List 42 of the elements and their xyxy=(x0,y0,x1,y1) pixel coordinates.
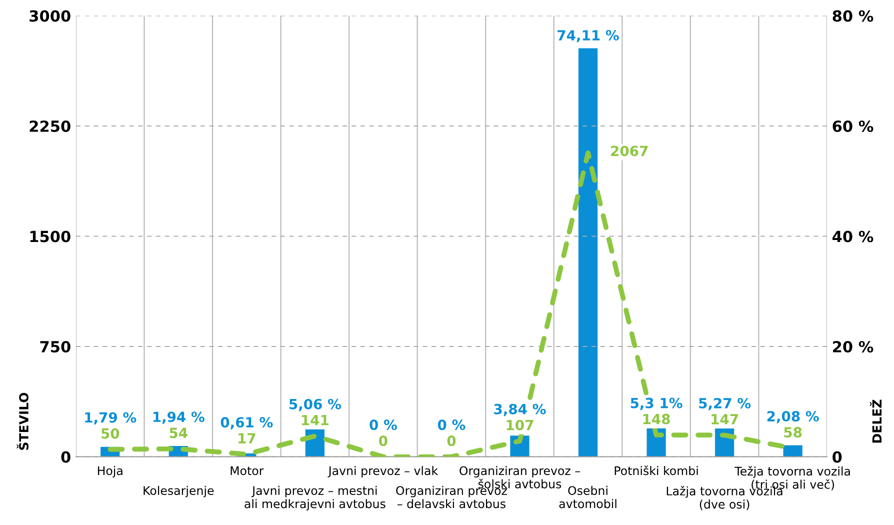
y-tick-label: 0 xyxy=(61,451,70,463)
x-tick-label: Kolesarjenje xyxy=(144,486,214,498)
data-label: 5,3 1% xyxy=(630,398,682,410)
data-label: 141 xyxy=(302,415,328,426)
y-axis-title: ŠTEVILO xyxy=(16,392,29,450)
data-label: 0 % xyxy=(438,420,466,430)
data-label: 1,79 % xyxy=(85,412,136,424)
data-label: 148 xyxy=(643,414,670,424)
y-tick-label: 1500 xyxy=(30,230,70,242)
x-tick-label: Motor xyxy=(230,466,264,476)
data-label: 0,61 % xyxy=(220,417,273,430)
data-label: 2067 xyxy=(611,146,648,156)
data-label: 50 xyxy=(102,428,120,439)
x-tick-label: Hoja xyxy=(98,466,122,478)
y2-tick-label: 60 % xyxy=(832,120,874,132)
data-label: 0 xyxy=(379,436,388,446)
data-label: 74,11 % xyxy=(558,30,619,42)
data-label: 17 xyxy=(238,433,256,444)
y2-axis-title: DELEŽ xyxy=(870,400,882,443)
data-label: 0 % xyxy=(370,420,397,430)
data-label: 3,84 % xyxy=(494,404,546,416)
y-tick-label: 2250 xyxy=(30,120,70,132)
data-label: 2,08 % xyxy=(767,411,819,424)
x-tick-label: Javni prevoz – vlak xyxy=(328,466,438,478)
y2-tick-label: 20 % xyxy=(833,340,874,353)
data-label: 0 xyxy=(447,436,456,446)
bar xyxy=(578,48,598,457)
data-label: 58 xyxy=(784,427,802,438)
y-tick-label: 750 xyxy=(40,340,70,353)
data-label: 1,94 % xyxy=(153,412,204,424)
y2-tick-label: 40 % xyxy=(832,230,874,242)
y2-tick-label: 80 % xyxy=(832,10,874,22)
data-label: 54 xyxy=(170,428,188,438)
y2-tick-label: 0 xyxy=(832,451,842,463)
data-label: 147 xyxy=(712,414,738,424)
data-label: 5,27 % xyxy=(699,398,751,410)
bar xyxy=(783,445,802,457)
x-tick-label: Javni prevoz – mestni ali medkrajevni avtobus xyxy=(244,486,386,511)
data-label: 107 xyxy=(506,420,534,430)
y-tick-label: 3000 xyxy=(30,10,70,22)
data-label: 5,06 % xyxy=(289,398,341,412)
x-tick-label: Potniški kombi xyxy=(614,466,698,476)
